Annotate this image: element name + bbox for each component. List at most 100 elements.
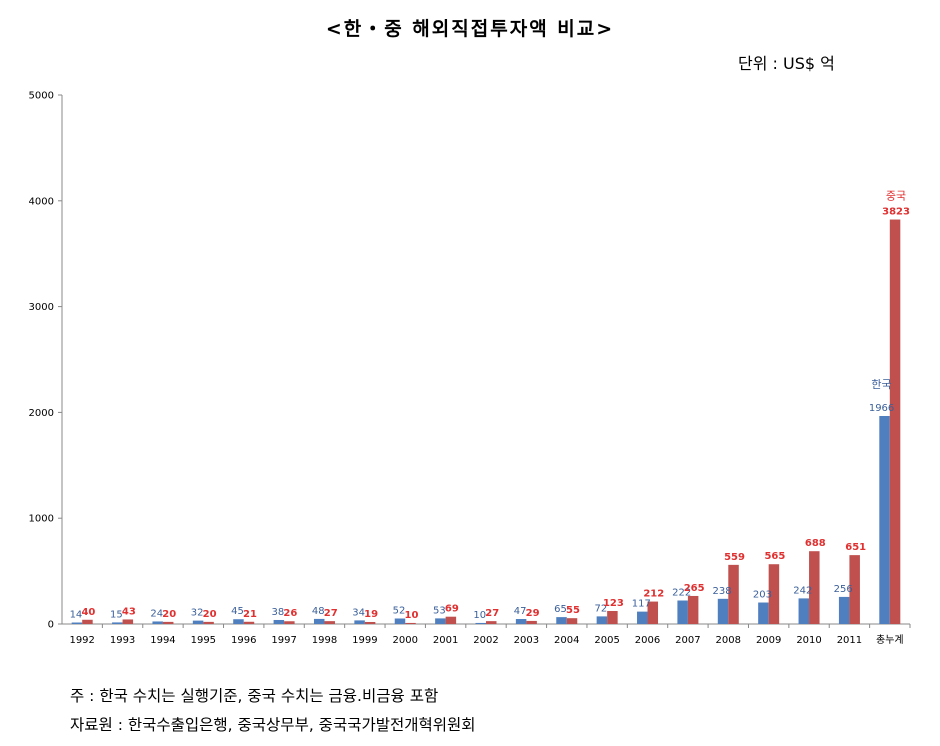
data-label-china: 688 — [805, 538, 826, 549]
bar-korea — [475, 622, 486, 624]
bar-korea — [637, 611, 648, 624]
x-tick-label: 1998 — [312, 635, 337, 646]
y-tick-label: 0 — [48, 620, 54, 631]
bar-china — [889, 219, 901, 624]
x-tick-label: 2011 — [837, 635, 862, 646]
bar-korea — [435, 618, 446, 624]
y-tick-label: 1000 — [29, 514, 54, 525]
y-tick-label: 2000 — [29, 408, 54, 419]
data-label-korea: 34 — [352, 607, 365, 618]
data-label-china: 27 — [485, 608, 499, 619]
data-label-china: 265 — [684, 583, 705, 594]
chart-title: <한・중 해외직접투자액 비교> — [325, 18, 615, 40]
data-label-china: 3823 — [882, 207, 910, 218]
y-tick-label: 4000 — [29, 196, 54, 207]
bar-china — [809, 551, 820, 624]
data-label-china: 55 — [566, 605, 580, 616]
x-tick-label: 2008 — [716, 635, 741, 646]
data-label-korea: 32 — [191, 608, 204, 619]
data-label-korea: 48 — [312, 606, 325, 617]
data-label-korea: 242 — [793, 585, 812, 596]
bar-china — [243, 621, 255, 624]
data-label-china: 123 — [603, 598, 624, 609]
footnotes: 주 : 한국 수치는 실행기준, 중국 수치는 금융.비금융 포함 자료원 : … — [70, 682, 476, 740]
bar-china — [486, 621, 497, 624]
bar-china — [768, 564, 780, 624]
data-label-china: 26 — [283, 608, 297, 619]
unit-label: 단위 : US$ 억 — [738, 54, 835, 73]
bar-korea — [838, 596, 850, 624]
bar-korea — [112, 622, 123, 624]
bar-korea — [192, 620, 204, 624]
y-tick-label: 3000 — [29, 302, 54, 313]
data-label-china: 212 — [643, 589, 664, 600]
data-label-china: 43 — [122, 606, 136, 617]
x-tick-label: 2004 — [554, 635, 579, 646]
bar-china — [728, 564, 739, 624]
bar-china — [687, 595, 699, 624]
data-label-korea: 24 — [150, 608, 163, 619]
data-label-korea: 45 — [231, 606, 244, 617]
bar-korea — [233, 619, 244, 624]
bar-korea — [758, 602, 769, 624]
bar-korea — [394, 618, 406, 624]
data-label-china: 651 — [845, 542, 866, 553]
x-tick-label: 2005 — [594, 635, 619, 646]
data-label-china: 21 — [243, 609, 257, 620]
source-line: 자료원 : 한국수출입은행, 중국상무부, 중국국가발전개혁위원회 — [70, 716, 476, 734]
data-label-china: 10 — [405, 610, 419, 621]
x-tick-label: 2000 — [393, 635, 418, 646]
data-label-china: 20 — [203, 609, 217, 620]
x-tick-label: 2010 — [796, 635, 821, 646]
bar-korea — [152, 621, 163, 624]
data-label-korea: 38 — [271, 607, 284, 618]
note-line: 주 : 한국 수치는 실행기준, 중국 수치는 금융.비금융 포함 — [70, 687, 439, 705]
bar-china — [122, 619, 134, 624]
bar-china — [324, 621, 335, 624]
bar-korea — [556, 617, 567, 624]
data-label-korea: 72 — [595, 603, 608, 614]
data-label-korea: 222 — [672, 588, 691, 599]
data-label-china: 29 — [526, 608, 540, 619]
bar-china — [849, 555, 860, 624]
data-label-china: 27 — [324, 608, 338, 619]
x-tick-label: 2009 — [756, 635, 781, 646]
x-tick-label: 2001 — [433, 635, 458, 646]
bar-korea — [879, 415, 890, 624]
bar-china — [526, 620, 537, 624]
bar-china — [607, 610, 618, 624]
data-label-korea: 52 — [393, 605, 406, 616]
bar-china — [82, 619, 93, 624]
data-label-korea: 15 — [110, 609, 123, 620]
x-tick-label: 1993 — [110, 635, 135, 646]
bar-china — [162, 621, 174, 624]
bar-korea — [313, 618, 325, 624]
series-name-korea: 한국 — [871, 378, 891, 391]
data-label-korea: 53 — [433, 605, 446, 616]
x-tick-label: 1999 — [352, 635, 377, 646]
bar-korea — [596, 616, 608, 624]
bar-china — [203, 621, 214, 624]
y-tick-label: 5000 — [29, 91, 54, 102]
x-tick-label: 2007 — [675, 635, 700, 646]
series-name-china: 중국 — [886, 190, 906, 203]
bar-china — [445, 616, 457, 624]
data-label-korea: 14 — [70, 610, 83, 621]
bar-china — [284, 621, 295, 624]
bar-china — [364, 621, 376, 624]
x-tick-label: 1994 — [150, 635, 175, 646]
bar-korea — [71, 622, 83, 624]
data-label-china: 559 — [724, 552, 745, 563]
data-label-china: 20 — [162, 609, 176, 620]
data-label-korea: 203 — [753, 590, 772, 601]
data-label-china: 565 — [764, 551, 785, 562]
data-label-korea: 238 — [712, 586, 731, 597]
bar-china — [647, 601, 659, 624]
x-tick-label: 2002 — [473, 635, 498, 646]
x-tick-label: 2003 — [514, 635, 539, 646]
bar-korea — [677, 600, 688, 624]
data-label-korea: 117 — [632, 599, 651, 610]
bar-china — [566, 618, 578, 624]
bar-china — [405, 622, 416, 624]
data-label-korea: 65 — [554, 604, 567, 615]
